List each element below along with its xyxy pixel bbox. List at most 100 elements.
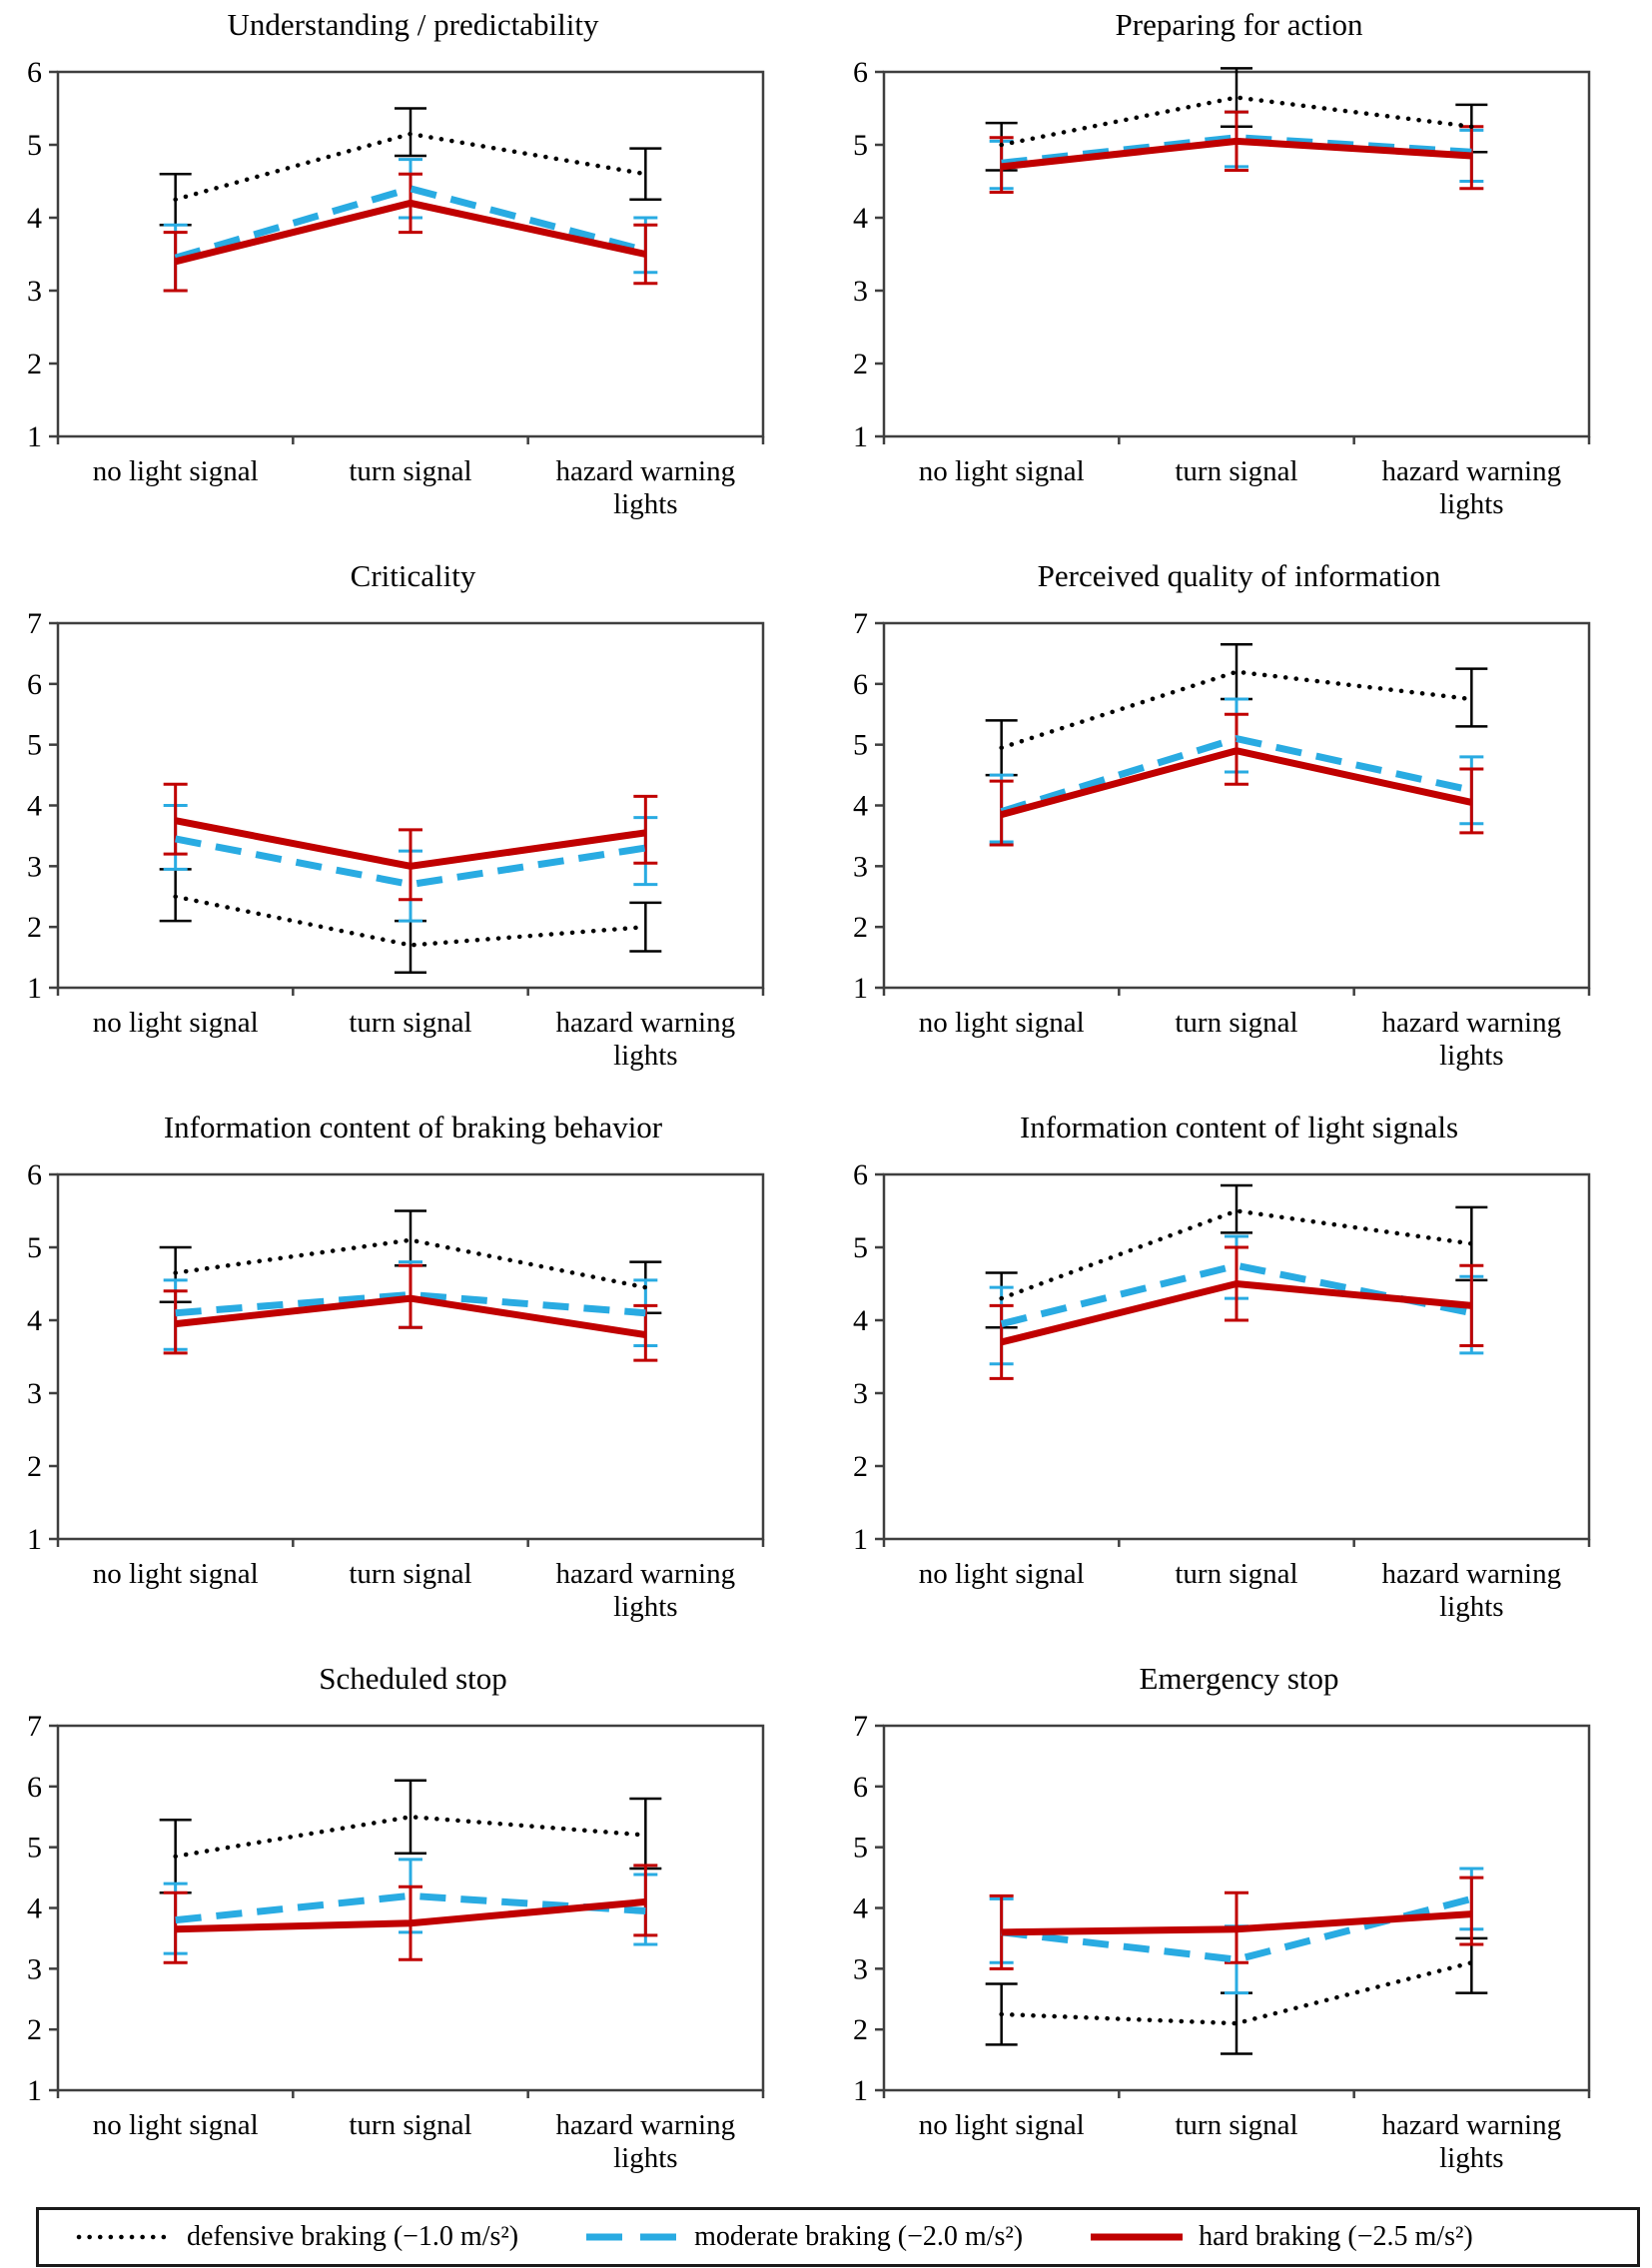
svg-text:4: 4 bbox=[853, 1304, 868, 1337]
svg-text:5: 5 bbox=[27, 129, 42, 162]
svg-text:5: 5 bbox=[853, 729, 868, 762]
svg-text:6: 6 bbox=[27, 668, 42, 701]
svg-text:7: 7 bbox=[27, 1710, 42, 1743]
svg-text:3: 3 bbox=[27, 1377, 42, 1410]
chart-title: Information content of light signals bbox=[1019, 1110, 1459, 1144]
svg-text:3: 3 bbox=[853, 275, 868, 308]
chart-title: Understanding / predictability bbox=[227, 7, 599, 42]
svg-text:no light signal: no light signal bbox=[919, 2109, 1085, 2141]
svg-text:turn signal: turn signal bbox=[1175, 455, 1297, 487]
chart-perceived-quality-of-information: Perceived quality of information 1 2 3 4 5 6 7… bbox=[826, 551, 1652, 1103]
svg-text:no light signal: no light signal bbox=[93, 2109, 259, 2141]
chart-scheduled-stop: Scheduled stop 1 2 3 4 5 6 7 no light signal tur… bbox=[0, 1654, 826, 2205]
svg-text:turn signal: turn signal bbox=[1175, 1007, 1297, 1039]
svg-text:1: 1 bbox=[27, 972, 42, 1005]
legend-item-hard-braking: hard braking (−2.5 m/s²) bbox=[1087, 2221, 1473, 2253]
svg-text:1: 1 bbox=[853, 2074, 868, 2107]
svg-text:2: 2 bbox=[853, 911, 868, 944]
svg-text:6: 6 bbox=[27, 1158, 42, 1191]
legend-item-defensive-braking: defensive braking (−1.0 m/s²) bbox=[75, 2221, 518, 2253]
svg-text:6: 6 bbox=[853, 56, 868, 89]
svg-text:4: 4 bbox=[27, 1304, 42, 1337]
svg-text:1: 1 bbox=[27, 2074, 42, 2107]
svg-text:6: 6 bbox=[853, 1158, 868, 1191]
chart-canvas-information-content-of-braking-behavior: 1 2 3 4 5 6 no light signal turn signal hazard w… bbox=[27, 1158, 765, 1623]
svg-text:4: 4 bbox=[853, 1892, 868, 1925]
svg-text:3: 3 bbox=[853, 1377, 868, 1410]
chart-information-content-of-braking-behavior: Information content of braking behavior … bbox=[0, 1103, 826, 1654]
svg-text:no light signal: no light signal bbox=[919, 1558, 1085, 1590]
svg-text:4: 4 bbox=[27, 790, 42, 823]
chart-title: Scheduled stop bbox=[319, 1661, 507, 1696]
svg-text:no light signal: no light signal bbox=[93, 455, 259, 487]
svg-text:1: 1 bbox=[27, 420, 42, 453]
chart-grid: Understanding / predictability 1 2 3 4 5 6 no … bbox=[0, 0, 1652, 2205]
chart-understanding-predictability: Understanding / predictability 1 2 3 4 5 6 no … bbox=[0, 0, 826, 551]
svg-text:6: 6 bbox=[27, 1771, 42, 1804]
svg-text:3: 3 bbox=[853, 850, 868, 883]
svg-text:2: 2 bbox=[853, 348, 868, 380]
svg-text:turn signal: turn signal bbox=[1175, 1558, 1297, 1590]
svg-text:7: 7 bbox=[853, 1710, 868, 1743]
dashed-line-sample-icon bbox=[586, 2233, 679, 2241]
chart-information-content-of-light-signals: Information content of light signals 1 2 3… bbox=[826, 1103, 1652, 1654]
svg-text:5: 5 bbox=[853, 129, 868, 162]
chart-title: Criticality bbox=[350, 558, 476, 593]
svg-text:1: 1 bbox=[853, 420, 868, 453]
svg-text:turn signal: turn signal bbox=[349, 2109, 471, 2141]
svg-text:2: 2 bbox=[27, 348, 42, 380]
svg-text:2: 2 bbox=[853, 2013, 868, 2046]
svg-text:6: 6 bbox=[27, 56, 42, 89]
svg-text:2: 2 bbox=[853, 1450, 868, 1483]
svg-text:6: 6 bbox=[853, 668, 868, 701]
svg-text:3: 3 bbox=[27, 850, 42, 883]
svg-text:5: 5 bbox=[853, 1832, 868, 1865]
svg-text:4: 4 bbox=[27, 202, 42, 235]
svg-text:turn signal: turn signal bbox=[349, 1558, 471, 1590]
chart-emergency-stop: Emergency stop 1 2 3 4 5 6 7 no light signal tur… bbox=[826, 1654, 1652, 2205]
chart-canvas-preparing-for-action: 1 2 3 4 5 6 no light signal turn signal hazard w… bbox=[853, 56, 1591, 520]
svg-text:3: 3 bbox=[853, 1952, 868, 1985]
solid-line-sample-icon bbox=[1091, 2233, 1184, 2241]
svg-text:7: 7 bbox=[27, 607, 42, 640]
legend-label: hard braking (−2.5 m/s²) bbox=[1199, 2221, 1473, 2252]
svg-text:no light signal: no light signal bbox=[919, 1007, 1085, 1039]
svg-text:no light signal: no light signal bbox=[919, 455, 1085, 487]
chart-criticality: Criticality 1 2 3 4 5 6 7 no light signal turn s… bbox=[0, 551, 826, 1103]
legend-label: defensive braking (−1.0 m/s²) bbox=[187, 2221, 519, 2252]
legend-label: moderate braking (−2.0 m/s²) bbox=[694, 2221, 1024, 2252]
svg-text:5: 5 bbox=[27, 1832, 42, 1865]
chart-title: Emergency stop bbox=[1139, 1661, 1339, 1696]
chart-canvas-emergency-stop: 1 2 3 4 5 6 7 no light signal turn signal hazard … bbox=[853, 1710, 1591, 2174]
svg-text:2: 2 bbox=[27, 911, 42, 944]
svg-text:1: 1 bbox=[27, 1523, 42, 1556]
chart-preparing-for-action: Preparing for action 1 2 3 4 5 6 no light sign… bbox=[826, 0, 1652, 551]
chart-title: Information content of braking behavior bbox=[163, 1110, 663, 1144]
legend-item-moderate-braking: moderate braking (−2.0 m/s²) bbox=[582, 2221, 1023, 2253]
svg-text:7: 7 bbox=[853, 607, 868, 640]
chart-title: Perceived quality of information bbox=[1037, 558, 1441, 593]
chart-canvas-scheduled-stop: 1 2 3 4 5 6 7 no light signal turn signal hazard … bbox=[27, 1710, 765, 2174]
svg-text:turn signal: turn signal bbox=[349, 455, 471, 487]
svg-text:no light signal: no light signal bbox=[93, 1558, 259, 1590]
dotted-line-sample-icon bbox=[76, 2234, 174, 2240]
chart-title: Preparing for action bbox=[1115, 7, 1363, 42]
svg-text:4: 4 bbox=[853, 202, 868, 235]
svg-text:turn signal: turn signal bbox=[1175, 2109, 1297, 2141]
chart-canvas-perceived-quality-of-information: 1 2 3 4 5 6 7 no light signal turn signal hazard … bbox=[853, 607, 1591, 1072]
legend: defensive braking (−1.0 m/s²) moderate b… bbox=[36, 2207, 1640, 2267]
svg-text:3: 3 bbox=[27, 1952, 42, 1985]
chart-canvas-understanding-predictability: 1 2 3 4 5 6 no light signal turn signal hazard w… bbox=[27, 56, 765, 520]
svg-text:6: 6 bbox=[853, 1771, 868, 1804]
svg-text:5: 5 bbox=[853, 1231, 868, 1264]
svg-text:4: 4 bbox=[27, 1892, 42, 1925]
